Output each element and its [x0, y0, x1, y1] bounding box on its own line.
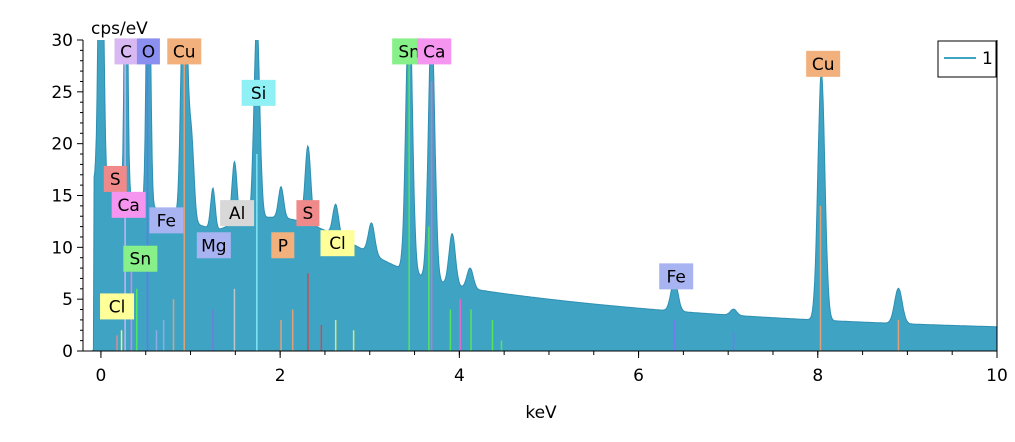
element-label-box	[296, 200, 320, 227]
element-label-text: C	[120, 42, 132, 62]
element-label-box	[100, 293, 135, 320]
x-tick-label: 6	[633, 366, 644, 386]
element-label-text: S	[303, 204, 314, 224]
element-label-text: P	[278, 236, 288, 256]
y-tick-label: 5	[62, 290, 73, 310]
legend[interactable]: 1	[937, 40, 997, 78]
element-label-box	[123, 245, 158, 272]
element-label-text: Al	[229, 204, 245, 224]
element-label-box	[167, 38, 202, 65]
element-label: O	[136, 38, 160, 65]
element-label-box	[320, 230, 355, 257]
x-axis-title: keV	[525, 403, 557, 423]
element-label: Cu	[806, 50, 841, 77]
element-label-box	[241, 79, 276, 106]
y-tick-label: 10	[51, 238, 73, 258]
element-label-box	[196, 232, 231, 259]
element-label-text: Sn	[398, 42, 420, 62]
element-label: P	[271, 232, 295, 259]
element-label-text: Cl	[109, 297, 126, 317]
y-tick-label: 0	[62, 342, 73, 362]
element-label: S	[103, 165, 127, 192]
y-tick-label: 20	[51, 135, 73, 155]
element-label-text: Fe	[667, 267, 686, 287]
legend-entry-label: 1	[982, 49, 993, 69]
element-label: Si	[241, 79, 276, 106]
element-label-box	[659, 263, 694, 290]
element-label: Ca	[417, 38, 452, 65]
y-tick-label: 15	[51, 187, 73, 207]
element-label: Cu	[167, 38, 202, 65]
element-label-text: O	[142, 42, 155, 62]
element-label-box	[111, 191, 146, 218]
element-label-text: Fe	[157, 211, 176, 231]
element-label-box	[806, 50, 841, 77]
element-label-text: S	[110, 170, 121, 190]
element-label-box	[220, 200, 255, 227]
x-tick-label: 2	[275, 366, 286, 386]
axes: 0 5 10 15 20 25 30 0 2 4 6 8 10	[51, 31, 1007, 386]
element-label: Sn	[123, 245, 158, 272]
x-tick-label: 4	[454, 366, 465, 386]
element-label-box	[149, 207, 184, 234]
x-tick-label: 8	[812, 366, 823, 386]
element-label: Cl	[100, 293, 135, 320]
element-label-box	[417, 38, 452, 65]
element-label-text: Ca	[118, 196, 140, 216]
element-label: Ca	[111, 191, 146, 218]
element-label: Cl	[320, 230, 355, 257]
element-label: Fe	[149, 207, 184, 234]
element-label-text: Cl	[329, 234, 346, 254]
y-axis-title: cps/eV	[91, 19, 148, 39]
element-label-text: Sn	[130, 250, 152, 270]
element-label-box	[271, 232, 295, 259]
element-label: Mg	[196, 232, 231, 259]
element-label: C	[114, 38, 138, 65]
element-label: Al	[220, 200, 255, 227]
element-label-box	[136, 38, 160, 65]
element-label: S	[296, 200, 320, 227]
element-label-text: Cu	[812, 55, 835, 75]
y-tick-label: 25	[51, 83, 73, 103]
element-label-text: Si	[251, 84, 267, 104]
element-label-text: Cu	[173, 42, 196, 62]
element-label-text: Ca	[423, 42, 445, 62]
element-label-box	[114, 38, 138, 65]
element-label-box	[103, 165, 127, 192]
y-tick-label: 30	[51, 31, 73, 51]
x-tick-label: 10	[986, 366, 1008, 386]
x-tick-label: 0	[96, 366, 107, 386]
element-label-text: Mg	[201, 236, 226, 256]
element-label: Fe	[659, 263, 694, 290]
